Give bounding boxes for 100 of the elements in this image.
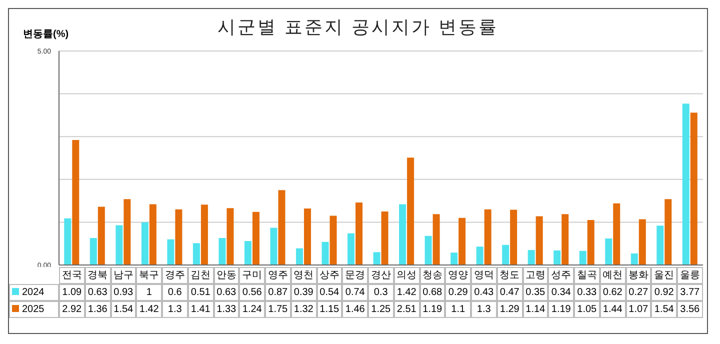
x-tick-label: 울릉	[677, 267, 703, 284]
data-label: 0.92	[651, 284, 677, 301]
data-label: 1.54	[651, 301, 677, 318]
x-tick-label: 칠곡	[574, 267, 600, 284]
x-tick-label: 청도	[496, 267, 522, 284]
bar	[296, 248, 303, 265]
data-label: 0.87	[265, 284, 291, 301]
data-label: 1.33	[214, 301, 240, 318]
data-label: 2.92	[59, 301, 85, 318]
bar	[502, 244, 510, 265]
bar	[554, 250, 561, 265]
bar	[322, 242, 329, 265]
x-tick-label: 경산	[368, 267, 394, 284]
bar	[330, 216, 337, 265]
data-label: 0.63	[84, 284, 110, 301]
bar	[226, 208, 234, 265]
bar	[381, 212, 388, 265]
data-label: 1.29	[496, 301, 522, 318]
bar	[528, 250, 535, 265]
data-label: 3.56	[677, 301, 703, 318]
x-tick-label: 상주	[316, 267, 342, 284]
x-tick-label: 문경	[342, 267, 368, 284]
x-tick-label: 고령	[522, 267, 548, 284]
bar	[458, 218, 466, 265]
bar	[656, 226, 664, 265]
data-label: 0.43	[471, 284, 497, 301]
bar	[149, 204, 156, 265]
bar	[630, 253, 638, 265]
x-tick-label: 봉화	[626, 267, 652, 284]
data-label: 1.05	[574, 301, 600, 318]
data-label: 1.41	[188, 301, 214, 318]
bar	[348, 233, 355, 265]
bar	[90, 238, 97, 265]
bar	[175, 209, 182, 265]
data-label: 1.42	[136, 301, 162, 318]
x-tick-label: 예천	[600, 267, 626, 284]
data-label: 0.34	[548, 284, 574, 301]
data-label: 1.19	[420, 301, 446, 318]
data-label: 1.19	[548, 301, 574, 318]
data-label: 1.44	[600, 301, 626, 318]
bar	[432, 214, 440, 265]
data-label: 1.07	[626, 301, 652, 318]
bar	[682, 104, 690, 265]
data-label: 1.15	[316, 301, 342, 318]
data-label: 1.32	[290, 301, 316, 318]
x-tick-label: 북구	[136, 267, 162, 284]
x-tick-label: 영덕	[471, 267, 497, 284]
x-tick-label: 경주	[162, 267, 188, 284]
bar	[407, 158, 414, 265]
bar	[690, 112, 698, 265]
bar	[116, 225, 123, 265]
x-tick-label: 구미	[239, 267, 265, 284]
bar	[399, 204, 406, 265]
data-label: 1.3	[471, 301, 497, 318]
data-label: 1.46	[342, 301, 368, 318]
data-label: 1.42	[394, 284, 420, 301]
data-label: 1.3	[162, 301, 188, 318]
data-label: 0.54	[316, 284, 342, 301]
bar	[587, 220, 594, 265]
x-tick-label: 전국	[59, 267, 85, 284]
bar	[141, 222, 148, 265]
bar	[64, 218, 72, 265]
data-label: 1	[136, 284, 162, 301]
data-label: 0.51	[188, 284, 214, 301]
x-tick-label: 영천	[290, 267, 316, 284]
bar	[304, 208, 311, 265]
data-label: 1.14	[522, 301, 548, 318]
data-label: 0.62	[600, 284, 626, 301]
data-label: 1.75	[265, 301, 291, 318]
bar	[510, 210, 518, 265]
bar	[476, 246, 484, 265]
bar	[252, 212, 260, 265]
x-tick-label: 김천	[188, 267, 214, 284]
data-label: 0.33	[574, 284, 600, 301]
bar	[244, 241, 252, 265]
y-axis-title: 변동률(%)	[23, 28, 69, 41]
x-tick-label: 성주	[548, 267, 574, 284]
x-tick-label: 영양	[445, 267, 471, 284]
data-label: 0.27	[626, 284, 652, 301]
bar	[562, 214, 569, 265]
data-label: 1.09	[59, 284, 85, 301]
bar	[278, 190, 286, 265]
bar	[450, 252, 458, 265]
data-label: 1.54	[110, 301, 136, 318]
data-label: 0.93	[110, 284, 136, 301]
bar	[613, 203, 620, 265]
data-label: 0.74	[342, 284, 368, 301]
bar	[356, 202, 363, 265]
data-label: 0.63	[214, 284, 240, 301]
bar	[638, 219, 646, 265]
bar	[98, 206, 105, 265]
data-label: 0.39	[290, 284, 316, 301]
data-label: 1.36	[84, 301, 110, 318]
bar	[579, 250, 586, 265]
data-label: 0.56	[239, 284, 265, 301]
data-label: 2.51	[394, 301, 420, 318]
bar	[200, 204, 208, 265]
bar	[373, 252, 380, 265]
bar	[664, 199, 672, 265]
bar	[218, 238, 226, 265]
